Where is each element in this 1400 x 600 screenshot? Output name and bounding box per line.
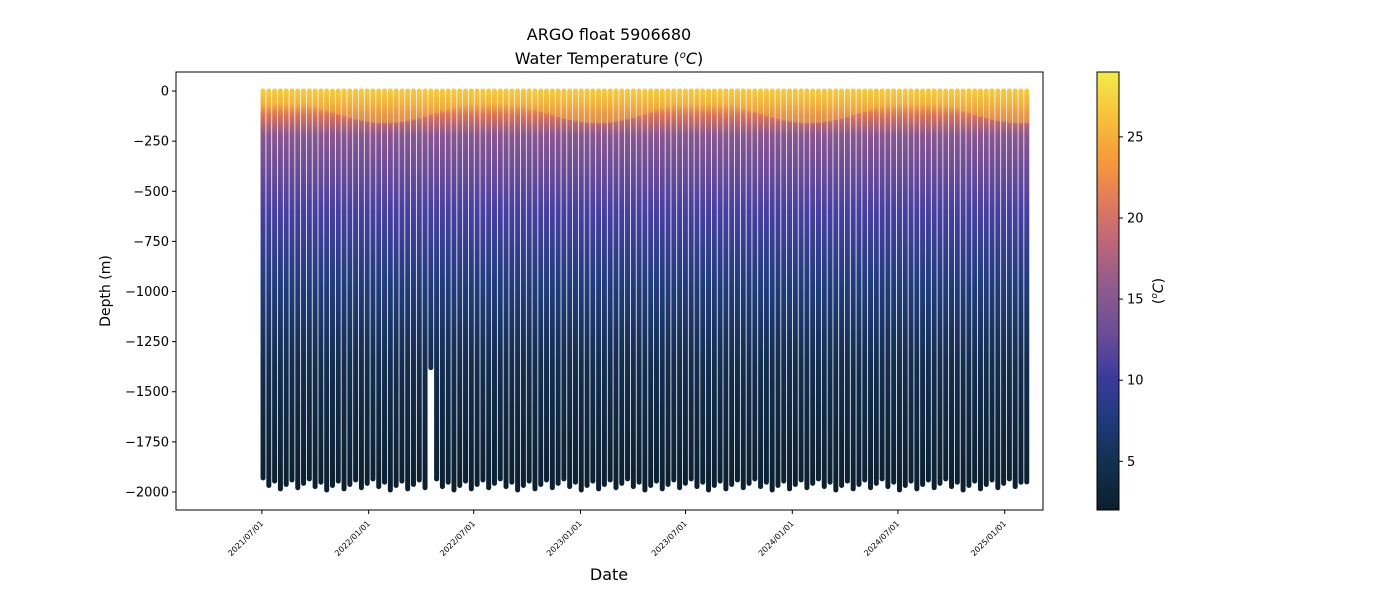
x-tick-label: 2023/07/01 — [650, 519, 689, 558]
x-tick-label: 2021/07/01 — [226, 519, 265, 558]
chart-subtitle: Water Temperature (oC) — [515, 49, 704, 68]
y-axis-ticks: 0 −250 −500 −750 −1000 −1250 −1500 −1750 −2000 — [125, 85, 176, 500]
y-tick-label: −1000 — [125, 285, 169, 300]
x-tick-label: 2023/01/01 — [545, 519, 584, 558]
chart-title: ARGO float 5906680 — [527, 25, 691, 44]
y-tick-label: −1500 — [125, 385, 169, 400]
colorbar-label-c: C — [1151, 283, 1167, 293]
y-tick-label: −2000 — [125, 485, 169, 500]
plot-area — [175, 71, 1044, 511]
colorbar-fill — [1096, 71, 1120, 511]
colorbar-tick-label: 25 — [1127, 130, 1144, 145]
profiles-layer — [260, 88, 1030, 493]
colorbar: 5 10 15 20 25 (oC) — [1096, 71, 1167, 511]
colorbar-ticks: 5 10 15 20 25 — [1119, 130, 1144, 470]
colorbar-tick-label: 5 — [1127, 455, 1135, 470]
colorbar-label-superscript: o — [1150, 293, 1160, 299]
colorbar-tick-label: 10 — [1127, 374, 1144, 389]
x-tick-label: 2025/01/01 — [969, 519, 1008, 558]
axes-frame — [175, 71, 1044, 511]
x-axis-ticks: 2021/07/01 2022/01/01 2022/07/01 2023/01/01… — [226, 510, 1008, 558]
y-tick-label: −500 — [133, 185, 169, 200]
subtitle-close: ) — [697, 49, 703, 68]
subtitle-unit-superscript: o — [680, 50, 686, 61]
x-tick-label: 2024/01/01 — [757, 519, 796, 558]
subtitle-unit-c: C — [686, 49, 698, 68]
y-tick-label: −1250 — [125, 335, 169, 350]
y-tick-label: 0 — [161, 85, 169, 100]
x-tick-label: 2022/07/01 — [438, 519, 477, 558]
x-tick-label: 2022/01/01 — [333, 519, 372, 558]
y-tick-label: −250 — [133, 135, 169, 150]
y-tick-label: −1750 — [125, 435, 169, 450]
subtitle-main: Water Temperature ( — [515, 49, 680, 68]
colorbar-label: (oC) — [1150, 278, 1167, 304]
colorbar-tick-label: 15 — [1127, 293, 1144, 308]
colorbar-label-close: ) — [1151, 278, 1167, 283]
y-tick-label: −750 — [133, 235, 169, 250]
x-axis-label: Date — [590, 565, 628, 584]
colorbar-label-open: ( — [1151, 299, 1167, 304]
x-tick-label: 2024/07/01 — [862, 519, 901, 558]
colorbar-tick-label: 20 — [1127, 212, 1144, 227]
y-axis-label: Depth (m) — [98, 255, 114, 327]
